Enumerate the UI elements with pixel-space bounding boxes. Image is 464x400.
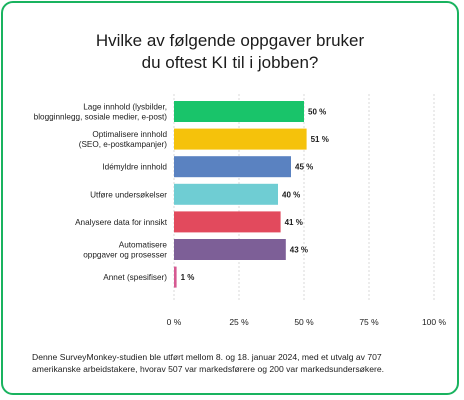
footnote-line-2: amerikanske arbeidstakere, hvorav 507 va…	[32, 364, 385, 374]
category-label: (SEO, e-postkampanjer)	[79, 140, 168, 149]
category-label: oppgaver og prosesser	[83, 251, 167, 260]
value-label: 50 %	[308, 108, 326, 117]
category-label: blogginnlegg, sosiale medier, e-post)	[34, 113, 168, 122]
chart-title-line-2: du oftest KI til i jobben?	[141, 53, 319, 72]
value-label: 45 %	[295, 163, 313, 172]
value-labels: 50 % 51 % 45 % 40 % 41 % 43 % 1 %	[181, 108, 329, 283]
category-label: Analysere data for innsikt	[75, 218, 168, 227]
value-label: 41 %	[285, 218, 303, 227]
bars	[174, 101, 307, 288]
x-tick-label: 75 %	[359, 317, 379, 327]
value-label: 51 %	[311, 135, 329, 144]
footnote-line-1: Denne SurveyMonkey-studien ble utført me…	[32, 352, 382, 362]
x-tick-label: 25 %	[229, 317, 249, 327]
category-label: Utføre undersøkelser	[90, 190, 167, 199]
bar	[174, 101, 304, 122]
bar	[174, 211, 281, 233]
category-label: Annet (spesifiser)	[103, 273, 167, 282]
footnote: Denne SurveyMonkey-studien ble utført me…	[32, 351, 442, 375]
bar	[174, 156, 291, 178]
x-tick-label: 50 %	[294, 317, 314, 327]
bar	[174, 239, 286, 260]
bar	[174, 128, 307, 150]
x-tick-label: 100 %	[422, 317, 447, 327]
x-tick-labels: 0 % 25 % 50 % 75 % 100 %	[167, 317, 447, 327]
category-label: Automatisere	[119, 241, 168, 250]
x-tick-label: 0 %	[167, 317, 182, 327]
value-label: 1 %	[181, 273, 195, 282]
chart-title: Hvilke av følgende oppgaver bruker du of…	[0, 30, 460, 74]
value-label: 43 %	[290, 246, 308, 255]
bar	[174, 183, 278, 205]
category-labels: Lage innhold (lysbilder,blogginnlegg, so…	[34, 103, 168, 283]
category-label: Idémyldre innhold	[102, 163, 167, 172]
chart-title-line-1: Hvilke av følgende oppgaver bruker	[95, 31, 365, 50]
bar	[174, 266, 177, 288]
value-label: 40 %	[282, 190, 300, 199]
category-label: Optimalisere innhold	[92, 130, 167, 139]
category-label: Lage innhold (lysbilder,	[83, 103, 167, 112]
